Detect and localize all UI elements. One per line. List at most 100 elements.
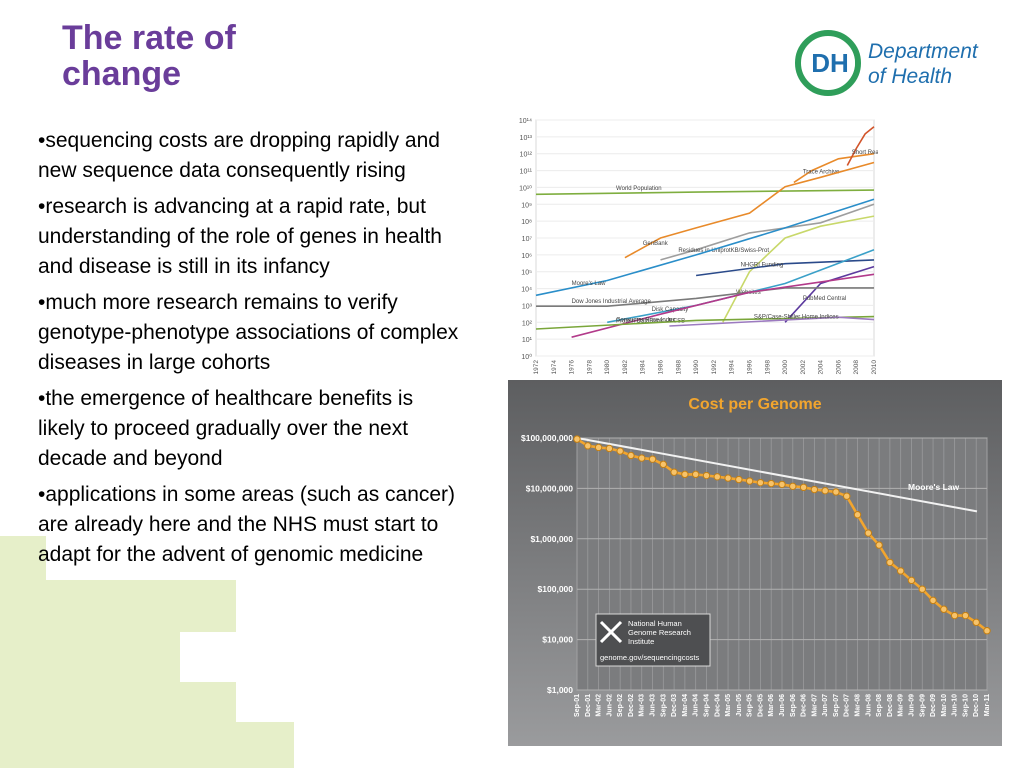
x-tick-label: Jun-06 [779, 694, 786, 717]
x-tick-label: Dec-04 [714, 694, 721, 717]
nhgri-emblem-icon [599, 620, 623, 644]
series-label: NHGRI Funding [741, 263, 784, 269]
cost-point [670, 468, 678, 476]
x-tick-label: Dec-02 [628, 694, 635, 717]
nhgri-label: Genome Research [628, 628, 691, 637]
cost-point [950, 611, 959, 620]
x-tick-label: Dec-09 [930, 694, 937, 717]
bullet-item: •much more research remains to verify ge… [38, 291, 459, 374]
x-tick-label: 2002 [800, 360, 807, 375]
cost-point [594, 443, 603, 452]
x-tick-label: 1982 [622, 360, 629, 375]
x-tick-label: Sep-06 [790, 694, 797, 717]
y-tick-label: 10¹³ [520, 135, 533, 142]
cost-point [843, 492, 851, 500]
x-tick-label: Jun-09 [908, 694, 915, 717]
y-tick-label: $1,000,000 [530, 534, 573, 544]
series-label: Residues in UniprotKB/Swiss-Prot [678, 248, 769, 254]
cost-point [627, 451, 635, 460]
cost-point [940, 605, 948, 613]
x-tick-label: Mar-11 [984, 694, 991, 716]
nhgri-url: genome.gov/sequencingcosts [600, 653, 699, 662]
x-tick-label: Mar-06 [768, 694, 775, 717]
cost-point [778, 480, 786, 489]
y-tick-label: 10⁸ [521, 219, 532, 226]
cost-point [886, 558, 894, 567]
data-growth-chart: 10⁰ 10¹ 10² 10³ 10⁴ 10⁵ 10⁶ 10⁷ 10⁸ 10⁹ 10¹⁰ 10¹¹ 10… [519, 118, 878, 375]
series-label: Consumer Price Index [616, 318, 675, 324]
series-label: Protein DataBank - RCSB [616, 319, 685, 325]
cost-point [810, 485, 819, 494]
x-tick-label: Sep-02 [617, 694, 624, 717]
y-tick-label: $10,000,000 [526, 483, 574, 493]
series-label: Moore's Law [572, 281, 606, 287]
x-tick-label: Dec-03 [671, 694, 678, 717]
x-tick-label: 1980 [604, 360, 611, 375]
decorative-square [0, 536, 46, 580]
x-tick-label: Sep-05 [747, 694, 754, 717]
cost-point [735, 475, 743, 484]
bullet-item: •sequencing costs are dropping rapidly a… [38, 129, 440, 182]
x-tick-label: Dec-10 [973, 694, 980, 717]
y-tick-label: 10¹⁴ [519, 118, 532, 125]
cost-point [767, 479, 775, 488]
series-label: Trace Archive [803, 169, 840, 175]
x-tick-label: Dec-06 [801, 694, 808, 717]
decorative-square [0, 580, 236, 632]
y-tick-label: $1,000 [547, 685, 573, 695]
cost-point [648, 455, 657, 463]
dh-logo-ring [795, 30, 861, 96]
x-tick-label: 2000 [782, 360, 789, 375]
cost-point [864, 529, 873, 537]
series-label: Dow Jones Industrial Average [572, 299, 652, 305]
x-tick-label: Dec-07 [844, 694, 851, 717]
x-tick-label: 1984 [640, 360, 647, 375]
slide-title: The rate of change [62, 20, 236, 92]
x-tick-label: 1992 [711, 360, 718, 375]
y-tick-label: 10⁵ [521, 270, 532, 277]
y-tick-label: 10² [522, 320, 533, 327]
y-tick-label: 10¹ [522, 337, 533, 344]
dh-logo: DH Department of Health [795, 30, 979, 96]
x-tick-label: Mar-07 [811, 694, 818, 717]
series-line-0 [535, 189, 875, 196]
cost-point [907, 576, 916, 585]
x-tick-label: 2006 [835, 360, 842, 375]
y-tick-label: 10¹² [520, 152, 533, 159]
x-tick-label: Mar-03 [639, 694, 646, 717]
series-line-11 [571, 273, 875, 338]
dh-logo-line1: Department [868, 40, 979, 63]
chart-title: Cost per Genome [688, 396, 821, 413]
x-tick-label: Sep-10 [962, 694, 969, 717]
series-line-9 [784, 265, 875, 323]
x-tick-label: Jun-04 [693, 694, 700, 717]
bullet-list: •sequencing costs are dropping rapidly a… [38, 126, 463, 576]
cost-point [713, 473, 721, 481]
x-tick-label: Dec-05 [757, 694, 764, 717]
y-tick-label: 10⁹ [521, 202, 532, 209]
bullet-item: •research is advancing at a rapid rate, … [38, 195, 442, 278]
y-tick-label: $100,000 [538, 584, 574, 594]
cost-point [702, 471, 711, 480]
x-tick-label: 1974 [551, 360, 558, 375]
y-tick-label: $10,000 [542, 635, 573, 645]
cost-point [821, 487, 829, 495]
y-tick-label: 10⁴ [521, 287, 532, 294]
x-tick-label: 1996 [746, 360, 753, 375]
x-tick-label: Sep-07 [833, 694, 840, 717]
x-tick-label: 1988 [675, 360, 682, 375]
nhgri-label: National Human [628, 619, 682, 628]
x-tick-label: 2008 [853, 360, 860, 375]
x-tick-label: 1978 [586, 360, 593, 375]
decorative-square [236, 722, 294, 768]
cost-point [961, 611, 970, 620]
cost-point [853, 511, 862, 519]
series-label: GenBank [643, 241, 669, 247]
cost-point [972, 618, 980, 627]
series-line-13 [669, 316, 875, 327]
x-tick-label: 2004 [818, 360, 825, 375]
y-tick-label: 10³ [522, 303, 533, 310]
series-line-1 [793, 152, 875, 184]
x-tick-label: Jun-10 [952, 694, 959, 717]
cost-point [756, 478, 765, 487]
